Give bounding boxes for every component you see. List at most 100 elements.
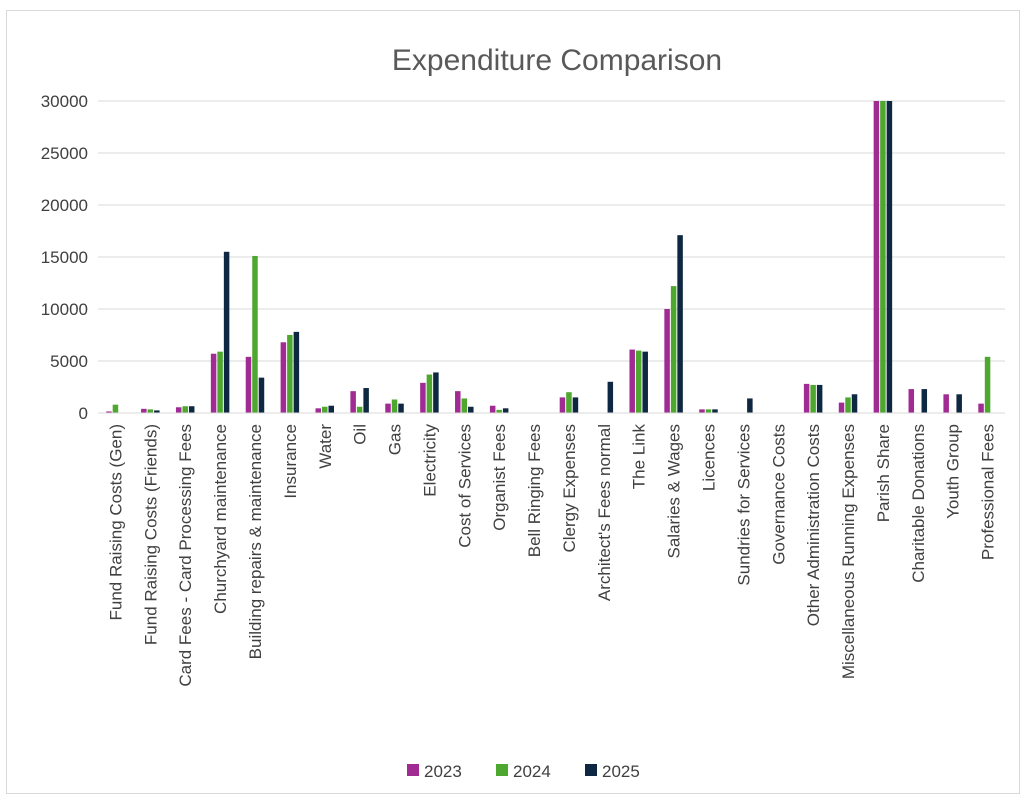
bar-2025 xyxy=(572,397,579,413)
bar-2023 xyxy=(245,356,252,413)
bar-2025 xyxy=(851,394,858,413)
y-tick-label: 30000 xyxy=(41,92,88,111)
bar-2023 xyxy=(629,349,635,413)
x-tick-label: Bell Ringing Fees xyxy=(525,424,544,557)
legend-label: 2025 xyxy=(602,762,640,781)
bar-2023 xyxy=(280,342,287,413)
bar-2025 xyxy=(642,351,648,413)
x-tick-label: The Link xyxy=(630,424,649,490)
legend-label: 2023 xyxy=(424,762,462,781)
bar-2024 xyxy=(356,406,363,413)
x-tick-label: Miscellaneous Running Expenses xyxy=(839,424,858,679)
legend-swatch-2025 xyxy=(585,764,597,776)
bar-2023 xyxy=(385,403,391,413)
bar-2023 xyxy=(210,353,217,413)
bar-2024 xyxy=(566,392,572,413)
x-tick-label: Fund Raising Costs (Gen) xyxy=(106,424,125,621)
bar-2025 xyxy=(398,403,404,413)
y-tick-label: 25000 xyxy=(41,144,88,163)
x-tick-label: Architect's Fees normal xyxy=(595,424,614,601)
bar-2023 xyxy=(350,391,356,413)
bar-2025 xyxy=(433,372,439,413)
y-tick-label: 15000 xyxy=(41,248,88,267)
bar-2025 xyxy=(328,405,334,413)
bar-2024 xyxy=(670,286,677,413)
bar-2024 xyxy=(391,399,398,413)
x-tick-label: Youth Group xyxy=(944,424,963,519)
bar-2023 xyxy=(699,409,705,413)
x-axis: Fund Raising Costs (Gen) Fund Raising Cos… xyxy=(98,412,1005,687)
bar-2024 xyxy=(252,255,258,413)
bar-2024 xyxy=(845,397,851,413)
bar-2023 xyxy=(315,408,321,413)
bar-2024 xyxy=(635,350,642,413)
bar-2023 xyxy=(106,411,112,413)
chart-title: Expenditure Comparison xyxy=(391,44,723,77)
bar-2024 xyxy=(322,406,328,413)
x-tick-label: Other Administration Costs xyxy=(804,424,823,626)
bar-2023 xyxy=(141,408,147,413)
chart-frame xyxy=(6,10,1020,794)
bar-2024 xyxy=(287,335,293,413)
bar-2023 xyxy=(175,407,182,413)
bar-2025 xyxy=(188,406,195,413)
x-tick-label: Licences xyxy=(699,424,718,491)
bar-2024 xyxy=(984,356,991,413)
bar-2024 xyxy=(705,409,712,413)
x-tick-label: Electricity xyxy=(420,424,439,497)
legend-swatch-2024 xyxy=(496,764,508,776)
y-axis: 0 5000 10000 15000 20000 25000 30000 xyxy=(41,92,88,423)
x-tick-label: Clergy Expenses xyxy=(560,424,579,553)
bar-2023 xyxy=(455,391,461,413)
y-tick-label: 20000 xyxy=(41,196,88,215)
x-tick-label: Building repairs & maintenance xyxy=(246,424,265,659)
y-tick-label: 0 xyxy=(79,404,88,423)
bar-2025 xyxy=(363,388,369,413)
bar-2023 xyxy=(908,389,915,413)
x-tick-label: Cost of Services xyxy=(455,424,474,548)
bar-2024 xyxy=(810,384,816,413)
bar-2023 xyxy=(838,402,845,413)
bar-2025 xyxy=(154,410,160,413)
x-tick-label: Governance Costs xyxy=(769,424,788,565)
x-tick-label: Oil xyxy=(351,424,370,445)
y-tick-label: 10000 xyxy=(41,300,88,319)
bar-2025 xyxy=(747,398,753,413)
bars xyxy=(106,101,991,413)
x-tick-label: Gas xyxy=(386,424,405,455)
bar-2023 xyxy=(664,309,670,413)
x-tick-label: Salaries & Wages xyxy=(665,424,684,558)
bar-2025 xyxy=(258,377,265,413)
x-tick-label: Churchyard maintenance xyxy=(211,424,230,614)
x-tick-label: Water xyxy=(316,424,335,469)
bar-2024 xyxy=(112,404,119,413)
bar-2025 xyxy=(816,384,823,413)
x-tick-label: Parish Share xyxy=(874,424,893,522)
x-tick-label: Charitable Donations xyxy=(909,424,928,583)
legend: 2023 2024 2025 xyxy=(407,762,640,781)
bar-2024 xyxy=(461,398,468,413)
bar-2024 xyxy=(880,101,886,413)
bar-2023 xyxy=(489,405,496,413)
bar-2023 xyxy=(803,383,810,413)
x-tick-label: Fund Raising Costs (Friends) xyxy=(141,424,160,645)
gridlines xyxy=(98,100,1005,414)
bar-2024 xyxy=(496,409,502,413)
bar-2024 xyxy=(182,406,188,413)
bar-2024 xyxy=(217,351,223,413)
bar-2025 xyxy=(223,251,230,413)
x-tick-label: Insurance xyxy=(281,424,300,499)
y-tick-label: 5000 xyxy=(50,352,88,371)
x-tick-label: Professional Fees xyxy=(979,424,998,560)
bar-2025 xyxy=(293,331,300,413)
bar-2025 xyxy=(677,235,683,413)
x-tick-label: Card Fees - Card Processing Fees xyxy=(176,424,195,687)
legend-swatch-2023 xyxy=(407,764,419,776)
bar-2025 xyxy=(468,406,474,413)
bar-2025 xyxy=(886,101,893,413)
bar-2024 xyxy=(147,409,154,413)
bar-2025 xyxy=(502,408,509,413)
bar-2023 xyxy=(873,101,880,413)
legend-label: 2024 xyxy=(513,762,551,781)
